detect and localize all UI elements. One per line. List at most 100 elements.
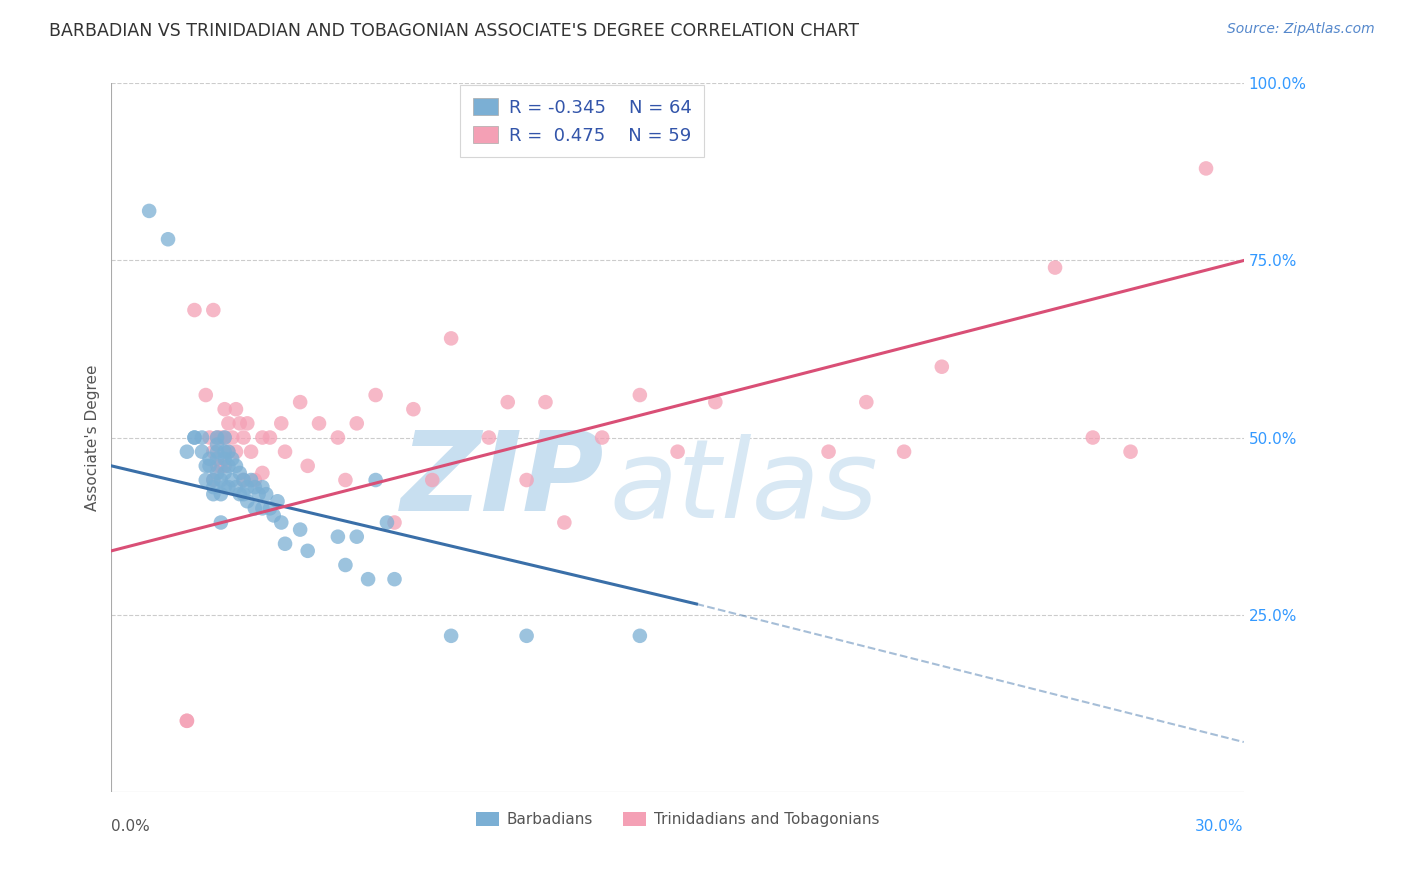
Point (232, 431, 254, 445)
Point (202, 444, 225, 458)
Point (375, 516, 398, 530)
Point (209, 487, 232, 501)
Point (384, 516, 406, 530)
Point (217, 480, 239, 494)
Point (202, 473, 225, 487)
Point (221, 431, 243, 445)
Point (214, 402, 236, 417)
Point (855, 395, 877, 409)
Point (420, 473, 443, 487)
Point (198, 458, 221, 473)
Point (205, 431, 228, 445)
Point (205, 466, 228, 480)
Point (214, 444, 236, 458)
Point (259, 501, 281, 516)
Point (274, 444, 297, 458)
Point (198, 431, 221, 445)
Point (357, 572, 380, 586)
Point (254, 487, 277, 501)
Point (176, 444, 198, 458)
Text: 30.0%: 30.0% (1195, 819, 1244, 833)
Point (516, 473, 538, 487)
Point (346, 417, 368, 431)
Point (194, 388, 217, 402)
Point (217, 458, 239, 473)
Point (217, 444, 239, 458)
Point (157, 232, 180, 246)
Point (236, 480, 259, 494)
Point (225, 458, 247, 473)
Point (1043, 260, 1066, 275)
Point (225, 402, 247, 417)
Point (243, 480, 266, 494)
Text: BARBADIAN VS TRINIDADIAN AND TOBAGONIAN ASSOCIATE'S DEGREE CORRELATION CHART: BARBADIAN VS TRINIDADIAN AND TOBAGONIAN … (49, 22, 859, 40)
Point (516, 629, 538, 643)
Point (202, 480, 225, 494)
Point (202, 487, 225, 501)
Point (628, 629, 651, 643)
Point (217, 444, 239, 458)
Point (384, 572, 406, 586)
Point (214, 431, 236, 445)
Point (252, 431, 274, 445)
Point (259, 431, 281, 445)
Point (270, 516, 292, 530)
Point (214, 480, 236, 494)
Point (209, 458, 232, 473)
Point (326, 530, 349, 544)
Point (225, 444, 247, 458)
Point (270, 417, 292, 431)
Point (205, 431, 228, 445)
Point (217, 417, 239, 431)
Point (252, 466, 274, 480)
Point (198, 451, 221, 466)
Point (194, 458, 217, 473)
Point (931, 359, 953, 374)
Point (364, 473, 387, 487)
Point (225, 480, 247, 494)
Point (214, 451, 236, 466)
Point (240, 444, 263, 458)
Point (666, 444, 689, 458)
Point (209, 516, 232, 530)
Point (232, 487, 254, 501)
Text: ZIP: ZIP (401, 426, 605, 533)
Y-axis label: Associate's Degree: Associate's Degree (86, 364, 100, 511)
Point (591, 431, 613, 445)
Point (191, 431, 214, 445)
Point (496, 395, 519, 409)
Point (229, 466, 252, 480)
Point (229, 417, 252, 431)
Point (183, 431, 205, 445)
Point (205, 451, 228, 466)
Point (478, 431, 501, 445)
Point (263, 508, 285, 523)
Point (236, 417, 259, 431)
Point (364, 388, 387, 402)
Point (1195, 161, 1218, 176)
Point (252, 501, 274, 516)
Point (205, 444, 228, 458)
Point (176, 714, 198, 728)
Point (628, 388, 651, 402)
Point (232, 473, 254, 487)
Point (335, 558, 357, 572)
Point (817, 444, 839, 458)
Point (221, 451, 243, 466)
Point (240, 473, 263, 487)
Point (288, 523, 311, 537)
Point (247, 487, 270, 501)
Point (402, 402, 425, 417)
Point (205, 437, 228, 451)
Point (214, 466, 236, 480)
Point (266, 494, 288, 508)
Text: 0.0%: 0.0% (111, 819, 150, 833)
Text: Source: ZipAtlas.com: Source: ZipAtlas.com (1227, 22, 1375, 37)
Point (1081, 431, 1104, 445)
Point (346, 530, 368, 544)
Point (236, 494, 259, 508)
Point (191, 444, 214, 458)
Point (221, 473, 243, 487)
Text: atlas: atlas (610, 434, 879, 541)
Point (553, 516, 575, 530)
